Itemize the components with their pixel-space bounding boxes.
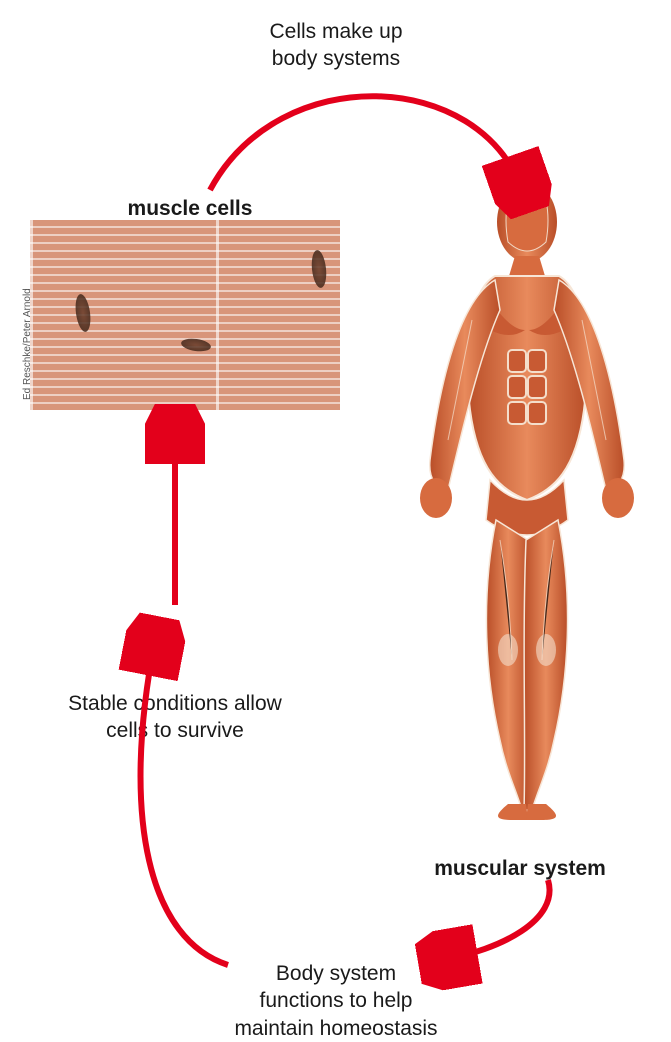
arrow-top [210, 96, 522, 190]
arrow-right [442, 880, 550, 960]
arrow-bottom [141, 640, 228, 965]
cycle-arrows [0, 0, 671, 1039]
